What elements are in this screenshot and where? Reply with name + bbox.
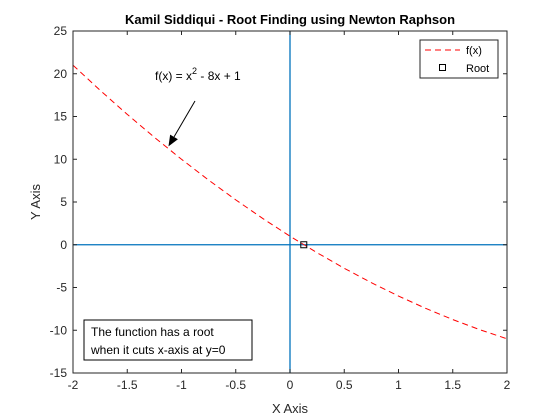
x-tick-label: -1 — [176, 378, 187, 392]
y-tick-label: -15 — [50, 366, 68, 380]
arrow-shaft — [173, 100, 196, 138]
annotation-line: when it cuts x-axis at y=0 — [90, 343, 226, 357]
legend-swatch-root — [439, 64, 446, 71]
x-tick-label: 0.5 — [336, 378, 353, 392]
arrow-label-part: f(x) = x — [155, 69, 192, 83]
tick-marks — [72, 30, 508, 374]
annotation-line: The function has a root — [91, 325, 214, 339]
marker-group — [300, 241, 308, 249]
y-tick-label: 15 — [54, 110, 68, 124]
text-box-annotation: The function has a root when it cuts x-a… — [83, 319, 253, 361]
y-tick-label: 5 — [60, 195, 67, 209]
y-axis-label: Y Axis — [28, 184, 43, 220]
legend-label-fx: f(x) — [466, 45, 482, 57]
x-tick-label: 0 — [287, 378, 294, 392]
series-line-fx — [73, 64, 507, 340]
series-group — [73, 64, 507, 340]
arrow-annotation: f(x) = x2 - 8x + 1 — [155, 66, 241, 147]
x-tick-label: 1 — [395, 378, 402, 392]
y-tick-label: -5 — [56, 281, 67, 295]
arrow-annotation-label: f(x) = x2 - 8x + 1 — [155, 66, 241, 83]
arrow-label-part: - 8x + 1 — [197, 69, 241, 83]
x-tick-label: 2 — [504, 378, 511, 392]
legend-box — [419, 39, 499, 79]
x-tick-label: 1.5 — [444, 378, 461, 392]
annotation-box — [83, 319, 253, 361]
chart-title: Kamil Siddiqui - Root Finding using Newt… — [125, 12, 455, 27]
y-tick-label: -10 — [50, 323, 68, 337]
y-tick-label: 20 — [54, 67, 68, 81]
x-axis-label: X Axis — [272, 401, 309, 416]
x-tick-label: -1.5 — [117, 378, 138, 392]
x-tick-label: -2 — [68, 378, 79, 392]
y-tick-labels: -15 -10 -5 0 5 10 15 20 25 — [50, 24, 68, 380]
x-tick-label: -0.5 — [225, 378, 246, 392]
y-tick-label: 25 — [54, 24, 68, 38]
arrow-head — [168, 134, 178, 147]
x-tick-labels: -2 -1.5 -1 -0.5 0 0.5 1 1.5 2 — [68, 378, 511, 392]
y-tick-label: 0 — [60, 238, 67, 252]
legend-label-root: Root — [466, 63, 489, 75]
legend: f(x) Root — [419, 39, 499, 79]
y-tick-label: 10 — [54, 152, 68, 166]
root-marker — [300, 241, 308, 249]
reference-lines — [73, 31, 507, 373]
arrow-label-exponent: 2 — [192, 66, 197, 76]
